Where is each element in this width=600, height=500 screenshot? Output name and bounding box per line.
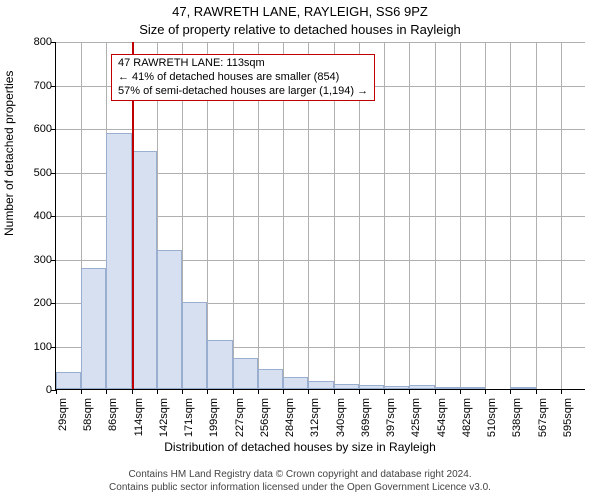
xtick-mark	[409, 389, 410, 394]
gridline-v	[510, 42, 511, 389]
gridline-h	[56, 129, 585, 130]
xtick-mark	[81, 389, 82, 394]
ytick-label: 200	[22, 297, 52, 309]
xtick-mark	[384, 389, 385, 394]
histogram-bar	[283, 377, 308, 389]
gridline-v	[435, 42, 436, 389]
histogram-bar	[510, 387, 535, 389]
xtick-label: 256sqm	[259, 398, 271, 437]
ytick-label: 100	[22, 341, 52, 353]
histogram-bar	[384, 386, 409, 389]
histogram-bar	[460, 387, 485, 389]
histogram-bar	[258, 369, 283, 389]
xtick-label: 312sqm	[309, 398, 321, 437]
ytick-label: 500	[22, 167, 52, 179]
xtick-mark	[207, 389, 208, 394]
histogram-bar	[182, 302, 207, 389]
xtick-label: 58sqm	[82, 398, 94, 431]
ytick-label: 0	[22, 384, 52, 396]
xtick-label: 482sqm	[461, 398, 473, 437]
xtick-mark	[258, 389, 259, 394]
y-axis-label: Number of detached properties	[2, 71, 16, 236]
histogram-bar	[308, 381, 333, 389]
xtick-label: 114sqm	[133, 398, 145, 436]
xtick-label: 369sqm	[360, 398, 372, 437]
xtick-label: 397sqm	[385, 398, 397, 437]
histogram-bar	[359, 385, 384, 389]
xtick-label: 567sqm	[537, 398, 549, 437]
xtick-mark	[561, 389, 562, 394]
histogram-bar	[207, 340, 232, 389]
histogram-bar	[56, 372, 81, 389]
ytick-label: 600	[22, 123, 52, 135]
chart-container: 47, RAWRETH LANE, RAYLEIGH, SS6 9PZ Size…	[0, 0, 600, 500]
histogram-bar	[334, 384, 359, 389]
xtick-label: 538sqm	[511, 398, 523, 437]
ytick-label: 300	[22, 254, 52, 266]
info-line3: 57% of semi-detached houses are larger (…	[118, 85, 368, 99]
xtick-label: 142sqm	[158, 398, 170, 437]
x-axis-label: Distribution of detached houses by size …	[0, 440, 600, 454]
xtick-mark	[132, 389, 133, 394]
xtick-label: 227sqm	[234, 398, 246, 437]
xtick-label: 425sqm	[410, 398, 422, 437]
xtick-label: 340sqm	[335, 398, 347, 437]
ytick-label: 400	[22, 210, 52, 222]
xtick-label: 510sqm	[486, 398, 498, 437]
xtick-mark	[510, 389, 511, 394]
gridline-v	[409, 42, 410, 389]
histogram-bar	[409, 385, 434, 389]
xtick-mark	[157, 389, 158, 394]
histogram-bar	[157, 250, 182, 389]
gridline-v	[561, 42, 562, 389]
footer-line1: Contains HM Land Registry data © Crown c…	[128, 469, 471, 480]
info-line2: ← 41% of detached houses are smaller (85…	[118, 71, 368, 85]
info-line1: 47 RAWRETH LANE: 113sqm	[118, 57, 368, 71]
footer-line2: Contains public sector information licen…	[109, 482, 491, 493]
histogram-bar	[132, 151, 157, 389]
histogram-bar	[106, 133, 131, 389]
gridline-h	[56, 42, 585, 43]
xtick-mark	[536, 389, 537, 394]
gridline-v	[485, 42, 486, 389]
plot-area: 47 RAWRETH LANE: 113sqm← 41% of detached…	[55, 42, 585, 390]
footer-attribution: Contains HM Land Registry data © Crown c…	[0, 469, 600, 494]
title-address: 47, RAWRETH LANE, RAYLEIGH, SS6 9PZ	[0, 4, 600, 19]
xtick-mark	[460, 389, 461, 394]
xtick-mark	[283, 389, 284, 394]
xtick-label: 199sqm	[208, 398, 220, 437]
gridline-v	[536, 42, 537, 389]
marker-info-box: 47 RAWRETH LANE: 113sqm← 41% of detached…	[111, 54, 375, 101]
xtick-label: 29sqm	[57, 398, 69, 431]
xtick-mark	[56, 389, 57, 394]
gridline-v	[384, 42, 385, 389]
xtick-label: 86sqm	[107, 398, 119, 431]
gridline-v	[460, 42, 461, 389]
histogram-bar	[435, 387, 460, 389]
xtick-label: 454sqm	[436, 398, 448, 437]
xtick-mark	[485, 389, 486, 394]
xtick-mark	[435, 389, 436, 394]
xtick-mark	[308, 389, 309, 394]
histogram-bar	[81, 268, 106, 389]
xtick-mark	[233, 389, 234, 394]
title-subhead: Size of property relative to detached ho…	[0, 22, 600, 37]
xtick-label: 171sqm	[183, 398, 195, 437]
xtick-label: 284sqm	[284, 398, 296, 437]
xtick-label: 595sqm	[562, 398, 574, 437]
histogram-bar	[233, 358, 258, 389]
xtick-mark	[334, 389, 335, 394]
xtick-mark	[182, 389, 183, 394]
xtick-mark	[106, 389, 107, 394]
xtick-mark	[359, 389, 360, 394]
ytick-label: 800	[22, 36, 52, 48]
ytick-label: 700	[22, 80, 52, 92]
